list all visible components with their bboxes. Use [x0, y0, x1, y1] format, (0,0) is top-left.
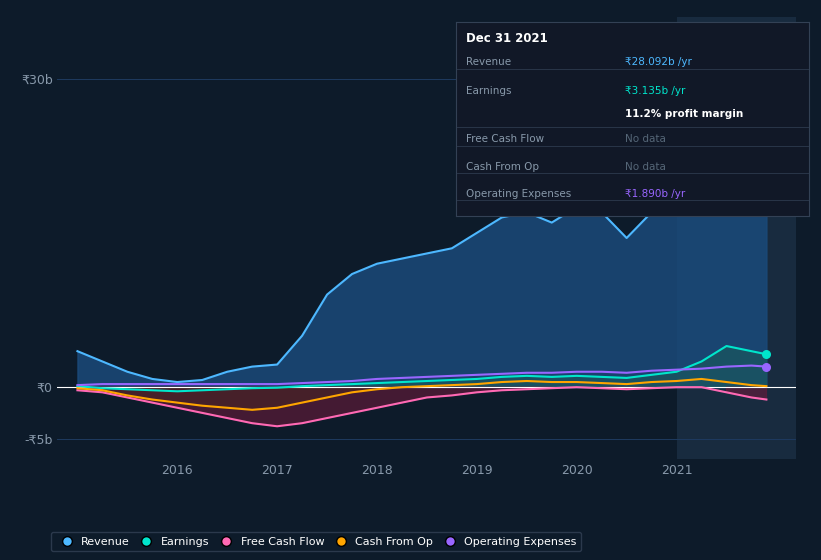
Bar	[677, 17, 796, 459]
Text: ₹3.135b /yr: ₹3.135b /yr	[625, 86, 686, 96]
Text: Earnings: Earnings	[466, 86, 511, 96]
Point	[760, 362, 773, 371]
Text: Operating Expenses: Operating Expenses	[466, 189, 571, 199]
Text: No data: No data	[625, 134, 666, 144]
Text: Free Cash Flow: Free Cash Flow	[466, 134, 544, 144]
Text: No data: No data	[625, 161, 666, 171]
Text: 11.2% profit margin: 11.2% profit margin	[625, 109, 743, 119]
Point	[760, 350, 773, 359]
Text: Dec 31 2021: Dec 31 2021	[466, 32, 548, 45]
Legend: Revenue, Earnings, Free Cash Flow, Cash From Op, Operating Expenses: Revenue, Earnings, Free Cash Flow, Cash …	[51, 532, 581, 551]
Text: ₹28.092b /yr: ₹28.092b /yr	[625, 57, 692, 67]
Text: ₹1.890b /yr: ₹1.890b /yr	[625, 189, 686, 199]
Text: Revenue: Revenue	[466, 57, 511, 67]
Text: Cash From Op: Cash From Op	[466, 161, 539, 171]
Point	[760, 95, 773, 104]
